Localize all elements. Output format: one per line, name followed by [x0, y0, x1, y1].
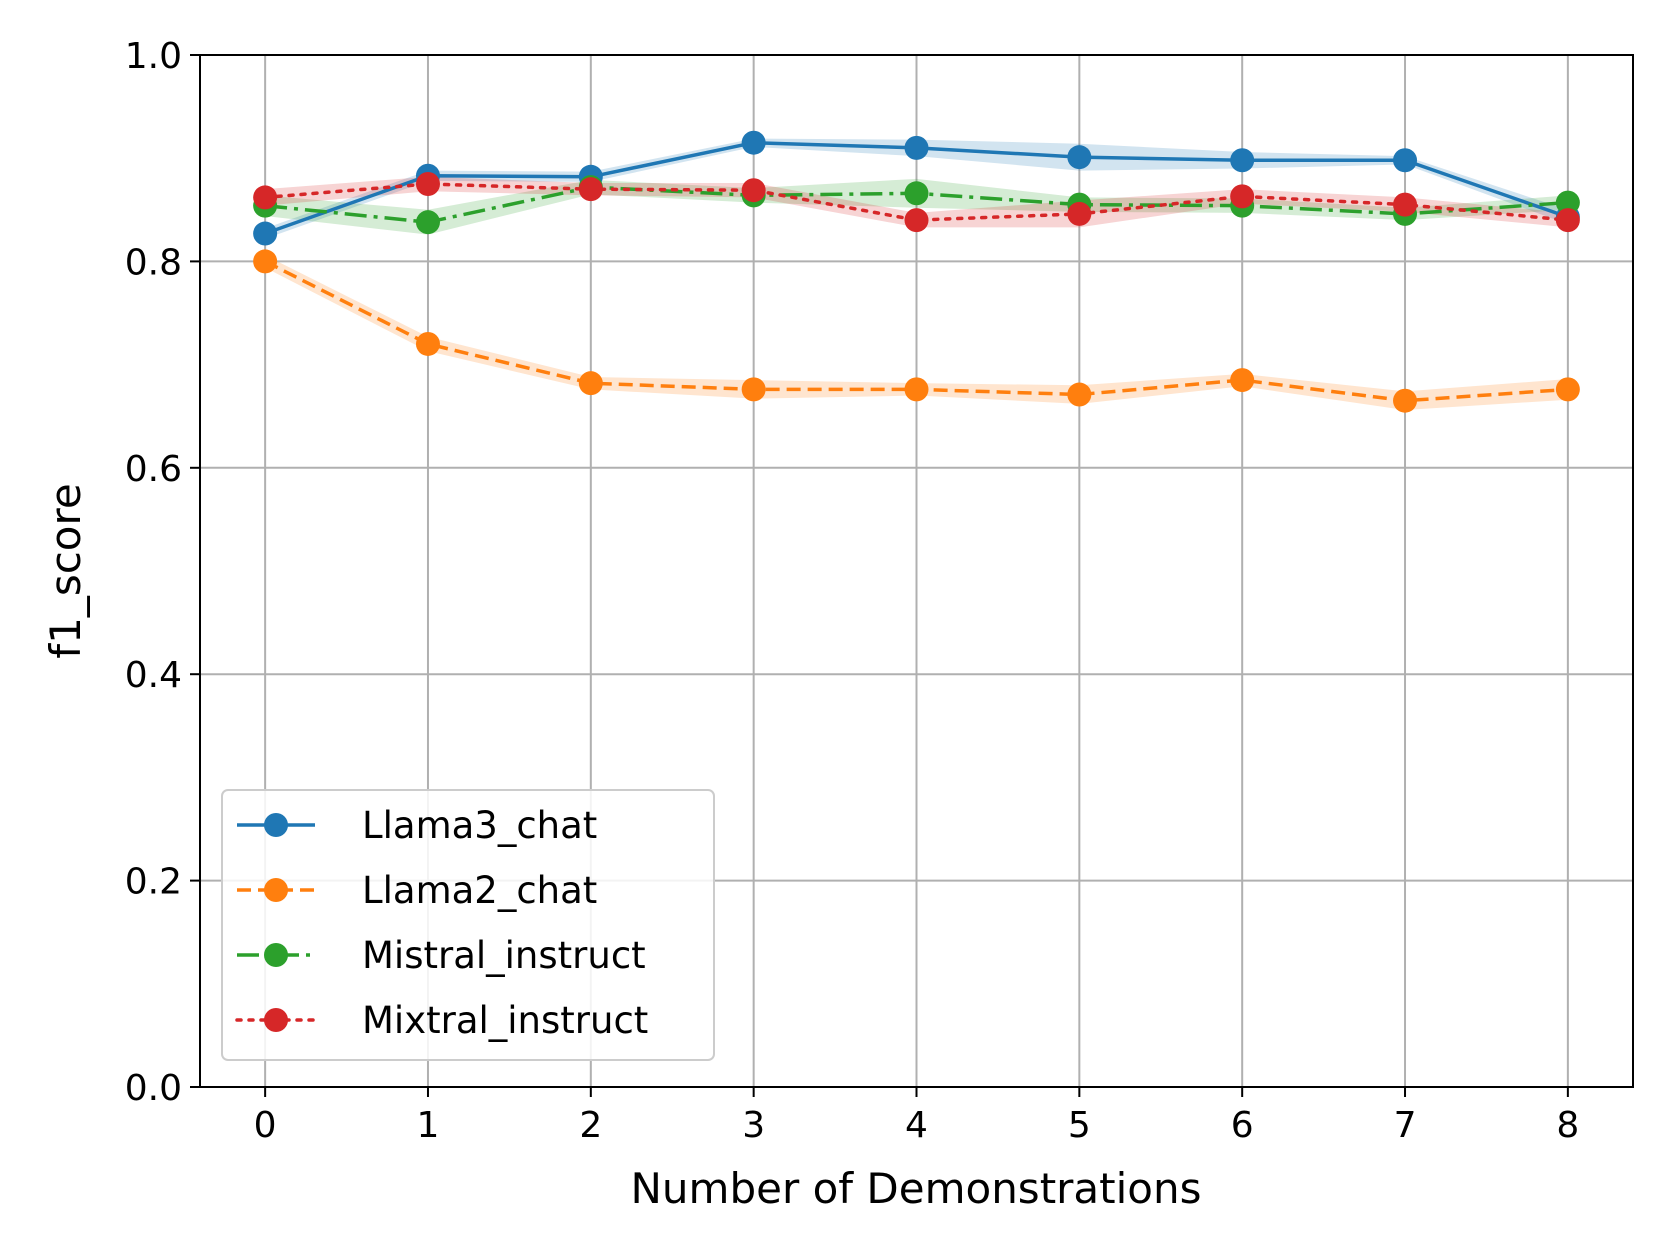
mixtral-instruct-point — [1230, 184, 1255, 209]
mixtral-instruct-point — [904, 208, 929, 233]
y-tick-label: 0.4 — [125, 655, 182, 696]
x-axis-label: Number of Demonstrations — [631, 1164, 1202, 1213]
llama2-chat-point — [1393, 388, 1418, 413]
llama2-chat-point — [904, 377, 929, 402]
y-tick-label: 0.0 — [125, 1068, 182, 1109]
llama2-chat-point — [578, 371, 603, 396]
y-axis-label: f1_score — [41, 483, 90, 658]
mixtral-instruct-point — [578, 177, 603, 202]
llama2-chat-point — [253, 249, 278, 274]
x-tick-label: 4 — [905, 1105, 928, 1146]
legend-marker-mistral-instruct — [264, 943, 288, 967]
mixtral-instruct-line — [263, 182, 1570, 222]
x-tick-label: 3 — [742, 1105, 765, 1146]
x-tick-label: 8 — [1556, 1105, 1579, 1146]
mixtral-instruct-point — [415, 172, 440, 196]
llama2-chat-point — [741, 377, 766, 402]
llama2-chat-point — [1067, 382, 1092, 407]
x-tick-label: 6 — [1231, 1105, 1254, 1146]
axis-ticks: 0 1 2 3 4 5 6 7 8 0.0 0.2 0.4 0.6 0.8 1.0 — [125, 36, 1580, 1146]
llama3-chat-point — [741, 130, 766, 155]
series-markers — [253, 130, 1580, 413]
llama3-chat-point — [1393, 148, 1418, 173]
llama3-chat-point — [1230, 148, 1255, 173]
llama2-chat-point — [415, 331, 440, 356]
mixtral-instruct-point — [253, 185, 278, 210]
x-tick-label: 0 — [254, 1105, 277, 1146]
mistral-instruct-point — [415, 210, 440, 235]
llama3-chat-point — [1067, 145, 1092, 170]
legend-label-llama3-chat: Llama3_chat — [362, 804, 597, 847]
legend-label-llama2-chat: Llama2_chat — [362, 869, 597, 912]
llama2-chat-point — [1230, 368, 1255, 393]
legend-box — [221, 789, 715, 1061]
mistral-instruct-point — [904, 181, 929, 206]
y-tick-label: 1.0 — [125, 36, 182, 77]
llama3-chat-point — [904, 135, 929, 160]
y-tick-label: 0.6 — [125, 449, 182, 490]
mixtral-instruct-point — [741, 178, 766, 203]
llama3-chat-point — [253, 221, 278, 246]
x-tick-label: 1 — [417, 1105, 440, 1146]
legend-label-mixtral-instruct: Mixtral_instruct — [362, 999, 648, 1042]
mixtral-instruct-point — [1555, 208, 1580, 233]
legend: Llama3_chat Llama2_chat Mistral_instruct Mi… — [221, 789, 715, 1061]
llama2-chat-point — [1555, 377, 1580, 402]
x-tick-label: 7 — [1394, 1105, 1417, 1146]
y-tick-label: 0.2 — [125, 862, 182, 903]
legend-marker-llama2-chat — [264, 878, 288, 902]
llama2-chat-band — [265, 255, 1568, 411]
x-tick-label: 5 — [1068, 1105, 1091, 1146]
legend-marker-llama3-chat — [264, 813, 288, 837]
y-tick-label: 0.8 — [125, 242, 182, 283]
legend-label-mistral-instruct: Mistral_instruct — [362, 934, 646, 977]
legend-marker-mixtral-instruct — [264, 1008, 288, 1032]
mixtral-instruct-point — [1393, 192, 1418, 217]
x-tick-label: 2 — [579, 1105, 602, 1146]
mixtral-instruct-point — [1067, 201, 1092, 226]
mistral-instruct-point — [1555, 190, 1580, 215]
